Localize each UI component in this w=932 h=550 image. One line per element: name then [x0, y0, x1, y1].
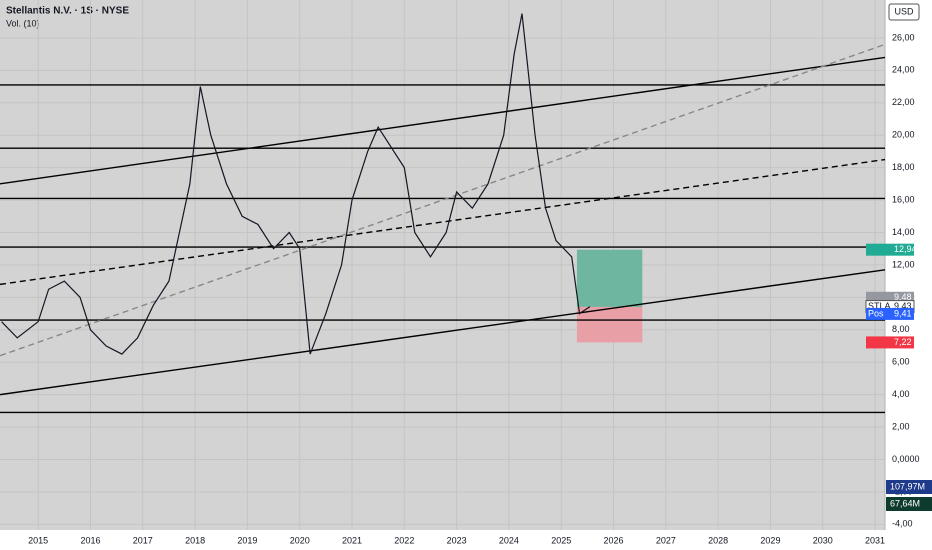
chart-subtitle: Vol. (10)	[6, 18, 40, 28]
x-tick-label: 2015	[28, 535, 48, 545]
x-tick-label: 2025	[551, 535, 571, 545]
price-label-box	[866, 243, 914, 256]
x-tick-label: 2017	[133, 535, 153, 545]
currency: USD	[894, 6, 914, 16]
x-tick-label: 2023	[447, 535, 467, 545]
x-tick-label: 2020	[290, 535, 310, 545]
y-tick-label: 16,00	[892, 194, 915, 204]
price-label: 7,22	[894, 337, 912, 347]
y-tick-label: 18,00	[892, 162, 915, 172]
x-tick-label: 2018	[185, 535, 205, 545]
y-tick-label: -4,00	[892, 519, 913, 529]
trend-line	[0, 158, 886, 286]
trend-line	[0, 43, 886, 357]
y-tick-label: 24,00	[892, 65, 915, 75]
price-label-box	[866, 307, 914, 320]
price-axis	[885, 0, 932, 550]
x-tick-label: 2027	[656, 535, 676, 545]
x-tick-label: 2031	[865, 535, 885, 545]
currency-box[interactable]	[888, 3, 920, 21]
x-tick-label: 2030	[813, 535, 833, 545]
price-label-name: STLA	[868, 301, 891, 311]
price-label-name: Pos	[868, 308, 884, 318]
x-tick-label: 2021	[342, 535, 362, 545]
price-label-box	[866, 336, 914, 349]
trend-line	[0, 56, 886, 185]
y-tick-label: 0,0000	[892, 454, 920, 464]
y-tick-label: 2,00	[892, 421, 910, 431]
volume-label-box	[886, 497, 932, 511]
x-tick-label: 2022	[394, 535, 414, 545]
y-tick-label: 14,00	[892, 227, 915, 237]
x-tick-label: 2028	[708, 535, 728, 545]
price-line	[1, 13, 591, 355]
position-profit	[576, 249, 643, 307]
trend-line	[0, 269, 886, 396]
y-tick-label: 6,00	[892, 357, 910, 367]
volume-label: 67,64M	[890, 498, 920, 508]
price-label: 9,43	[894, 301, 912, 311]
y-tick-label: 12,00	[892, 259, 915, 269]
price-label: 9,48	[894, 292, 912, 302]
x-tick-label: 2016	[80, 535, 100, 545]
x-tick-label: 2029	[760, 535, 780, 545]
volume-label-box	[886, 480, 932, 494]
chart-title: Stellantis N.V. · 1S · NYSE	[6, 6, 129, 17]
y-tick-label: 4,00	[892, 389, 910, 399]
volume-label: 107,97M	[890, 481, 925, 491]
x-tick-label: 2019	[237, 535, 257, 545]
y-tick-label: 20,00	[892, 130, 915, 140]
y-tick-label: 22,00	[892, 97, 915, 107]
x-tick-label: 2026	[604, 535, 624, 545]
price-label: 12,94	[894, 244, 917, 254]
x-tick-label: 2024	[499, 535, 519, 545]
position-loss	[576, 306, 643, 343]
y-tick-label: 8,00	[892, 324, 910, 334]
price-label: 9,41	[894, 308, 912, 318]
y-tick-label: 26,00	[892, 32, 915, 42]
